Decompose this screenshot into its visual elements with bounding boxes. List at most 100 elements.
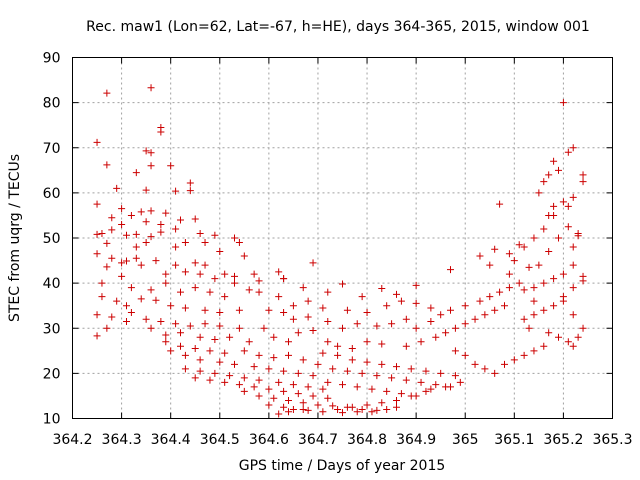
data-point-plus <box>402 376 410 384</box>
data-point-plus <box>142 315 150 323</box>
data-point-plus <box>432 381 440 389</box>
y-tick-label: 90 <box>43 51 61 67</box>
data-point-plus <box>299 405 307 413</box>
data-point-plus <box>378 340 386 348</box>
data-point-plus <box>108 226 116 234</box>
data-point-plus <box>550 202 558 210</box>
data-point-plus <box>388 374 396 382</box>
data-point-plus <box>196 229 204 237</box>
data-point-plus <box>515 279 523 287</box>
data-point-plus <box>211 275 219 283</box>
data-point-plus <box>186 187 194 195</box>
data-point-plus <box>535 189 543 197</box>
data-point-plus <box>309 392 317 400</box>
data-point-plus <box>294 369 302 377</box>
data-point-plus <box>235 381 243 389</box>
data-point-plus <box>275 293 283 301</box>
data-point-plus <box>108 254 116 262</box>
data-point-plus <box>363 308 371 316</box>
data-point-plus <box>456 378 464 386</box>
data-point-plus <box>432 333 440 341</box>
data-point-plus <box>289 405 297 413</box>
data-point-plus <box>113 184 121 192</box>
data-point-plus <box>535 261 543 269</box>
data-point-plus <box>275 410 283 418</box>
data-point-plus <box>471 315 479 323</box>
data-point-plus <box>388 320 396 328</box>
data-point-plus <box>530 347 538 355</box>
data-point-plus <box>304 383 312 391</box>
data-point-plus <box>412 281 420 289</box>
data-point-plus <box>294 390 302 398</box>
data-point-plus <box>103 324 111 332</box>
data-point-plus <box>181 351 189 359</box>
data-point-plus <box>260 324 268 332</box>
data-point-plus <box>132 254 140 262</box>
data-point-plus <box>348 356 356 364</box>
data-point-plus <box>127 308 135 316</box>
data-point-plus <box>162 338 170 346</box>
data-point-plus <box>147 149 155 157</box>
data-point-plus <box>461 302 469 310</box>
data-point-plus <box>393 403 400 411</box>
data-point-plus <box>348 345 356 353</box>
y-tick-label: 40 <box>43 276 61 292</box>
data-point-plus <box>142 147 150 155</box>
data-point-plus <box>211 336 219 344</box>
data-point-plus <box>348 403 356 411</box>
data-point-plus <box>491 369 499 377</box>
data-point-plus <box>118 272 126 280</box>
data-point-plus <box>363 401 371 409</box>
data-point-plus <box>147 207 155 215</box>
data-point-plus <box>127 284 135 292</box>
data-point-plus <box>299 399 307 407</box>
data-point-plus <box>157 128 165 136</box>
data-point-plus <box>123 257 130 265</box>
data-point-plus <box>358 293 366 301</box>
data-point-plus <box>343 367 351 375</box>
data-point-plus <box>471 360 479 368</box>
data-point-plus <box>569 311 577 319</box>
data-point-plus <box>162 331 170 339</box>
data-point-plus <box>545 248 553 256</box>
data-point-plus <box>304 297 312 305</box>
data-point-plus <box>211 231 219 239</box>
data-point-plus <box>270 354 278 362</box>
data-point-plus <box>113 297 121 305</box>
data-point-plus <box>186 322 194 330</box>
data-point-plus <box>564 148 572 156</box>
data-point-plus <box>280 387 288 395</box>
data-point-plus <box>231 360 238 368</box>
x-tick-label: 365 <box>452 432 479 448</box>
data-point-plus <box>147 162 155 170</box>
data-point-plus <box>530 284 538 292</box>
data-point-plus <box>324 288 332 296</box>
data-point-plus <box>505 250 513 258</box>
data-point-plus <box>285 408 292 416</box>
data-point-plus <box>172 225 180 233</box>
data-point-plus <box>142 239 150 247</box>
data-point-plus <box>309 259 317 267</box>
data-point-plus <box>559 198 567 206</box>
data-point-plus <box>162 270 170 278</box>
y-tick-label: 20 <box>43 366 61 382</box>
data-point-plus <box>245 286 253 294</box>
data-point-plus <box>319 408 327 416</box>
data-point-plus <box>378 285 386 293</box>
data-point-plus <box>201 261 209 269</box>
data-point-plus <box>98 229 106 237</box>
data-point-plus <box>196 356 204 364</box>
data-point-plus <box>393 363 400 371</box>
data-point-plus <box>324 378 332 386</box>
data-point-plus <box>221 270 229 278</box>
data-point-plus <box>525 324 533 332</box>
data-point-plus <box>181 304 189 312</box>
data-point-plus <box>324 394 332 402</box>
data-point-plus <box>353 320 361 328</box>
data-point-plus <box>501 302 508 310</box>
data-point-plus <box>540 178 548 186</box>
data-point-plus <box>383 405 391 413</box>
data-point-plus <box>579 324 587 332</box>
data-point-plus <box>137 261 145 269</box>
